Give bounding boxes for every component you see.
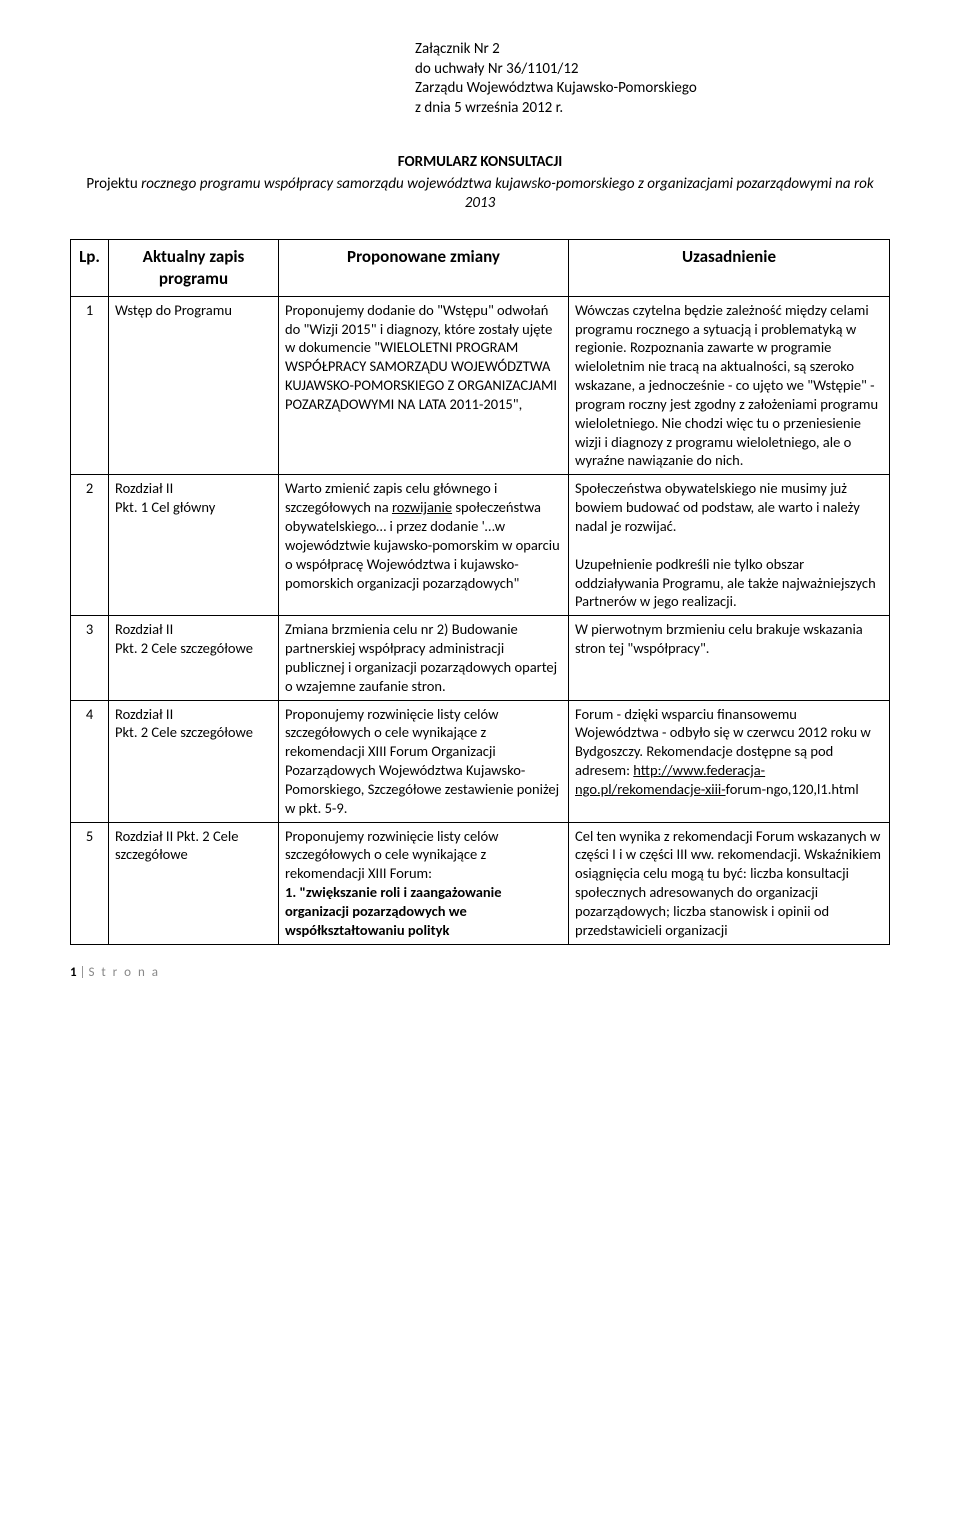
table-header-row: Lp. Aktualny zapis programu Proponowane …	[71, 239, 890, 296]
cell-zmiany-underline: rozwijanie	[392, 498, 452, 516]
col-zapis: Aktualny zapis programu	[109, 239, 279, 296]
cell-uzas: Społeczeństwa obywatelskiego nie musimy …	[569, 475, 890, 616]
subtitle-prefix: Projektu	[86, 175, 141, 193]
cell-lp: 1	[71, 296, 109, 475]
col-uzas: Uzasadnienie	[569, 239, 890, 296]
col-zmiany: Proponowane zmiany	[279, 239, 569, 296]
subtitle-italic: rocznego programu współpracy samorządu w…	[141, 175, 874, 213]
header-line-4: z dnia 5 września 2012 r.	[415, 99, 890, 119]
cell-zapis: Rozdział II Pkt. 2 Cele szczegółowe	[109, 616, 279, 700]
footer-pagenum: 1	[70, 965, 77, 980]
cell-lp: 4	[71, 700, 109, 822]
cell-zmiany: Warto zmienić zapis celu głównego i szcz…	[279, 475, 569, 616]
header-line-3: Zarządu Województwa Kujawsko-Pomorskiego	[415, 79, 890, 99]
consultation-table: Lp. Aktualny zapis programu Proponowane …	[70, 239, 890, 945]
cell-uzas: Forum - dzięki wsparciu finansowemu Woje…	[569, 700, 890, 822]
form-subtitle: Projektu rocznego programu współpracy sa…	[70, 175, 890, 214]
header-line-2: do uchwały Nr 36/1101/12	[415, 60, 890, 80]
page-footer: 1 | S t r o n a	[70, 965, 890, 982]
table-row: 1 Wstęp do Programu Proponujemy dodanie …	[71, 296, 890, 475]
cell-lp: 5	[71, 822, 109, 944]
table-row: 2 Rozdział II Pkt. 1 Cel główny Warto zm…	[71, 475, 890, 616]
cell-zmiany-pre: Proponujemy rozwinięcie listy celów szcz…	[285, 827, 498, 883]
cell-zapis: Wstęp do Programu	[109, 296, 279, 475]
header-line-1: Załącznik Nr 2	[415, 40, 890, 60]
cell-uzas: Wówczas czytelna będzie zależność między…	[569, 296, 890, 475]
attachment-header: Załącznik Nr 2 do uchwały Nr 36/1101/12 …	[415, 40, 890, 118]
col-lp: Lp.	[71, 239, 109, 296]
cell-zmiany-bold: 1. "zwiększanie roli i zaangażowanie org…	[285, 883, 502, 939]
footer-strona: S t r o n a	[88, 965, 159, 980]
title-block: FORMULARZ KONSULTACJI Projektu rocznego …	[70, 153, 890, 214]
cell-zapis: Rozdział II Pkt. 2 Cele szczegółowe	[109, 700, 279, 822]
cell-uzas: W pierwotnym brzmieniu celu brakuje wska…	[569, 616, 890, 700]
cell-zapis: Rozdział II Pkt. 2 Cele szczegółowe	[109, 822, 279, 944]
table-row: 4 Rozdział II Pkt. 2 Cele szczegółowe Pr…	[71, 700, 890, 822]
table-row: 5 Rozdział II Pkt. 2 Cele szczegółowe Pr…	[71, 822, 890, 944]
cell-zmiany: Proponujemy rozwinięcie listy celów szcz…	[279, 700, 569, 822]
cell-zmiany: Proponujemy rozwinięcie listy celów szcz…	[279, 822, 569, 944]
table-row: 3 Rozdział II Pkt. 2 Cele szczegółowe Zm…	[71, 616, 890, 700]
cell-lp: 3	[71, 616, 109, 700]
footer-bar: |	[77, 965, 89, 980]
cell-zapis: Rozdział II Pkt. 1 Cel główny	[109, 475, 279, 616]
cell-uzas-post: forum-ngo,120,l1.html	[726, 780, 859, 798]
cell-zmiany: Proponujemy dodanie do "Wstępu" odwołań …	[279, 296, 569, 475]
cell-uzas: Cel ten wynika z rekomendacji Forum wska…	[569, 822, 890, 944]
cell-zmiany: Zmiana brzmienia celu nr 2) Budowanie pa…	[279, 616, 569, 700]
form-title: FORMULARZ KONSULTACJI	[70, 153, 890, 173]
cell-lp: 2	[71, 475, 109, 616]
